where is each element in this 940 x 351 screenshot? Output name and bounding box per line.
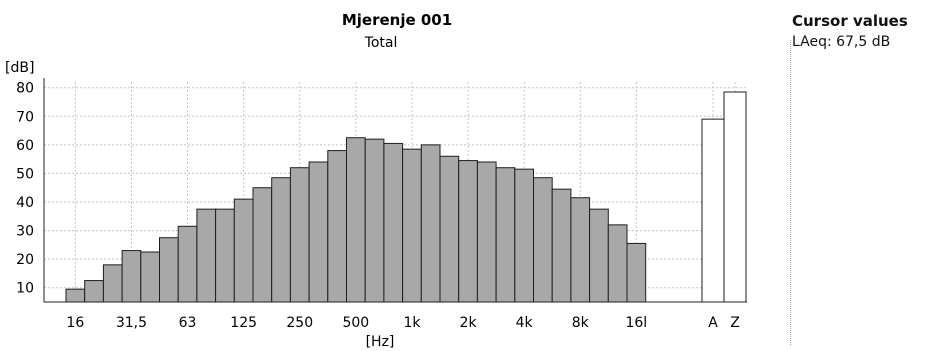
- x-tick-label: 16l: [625, 315, 647, 331]
- y-tick-label: 50: [16, 166, 34, 182]
- band-bar: [364, 138, 385, 303]
- x-tick-label: 2k: [460, 315, 478, 331]
- band-bar: [439, 155, 460, 303]
- y-tick-label: 10: [16, 281, 34, 297]
- x-tick-label: 125: [230, 315, 257, 331]
- band-bar: [402, 148, 422, 303]
- spectrum-chart: Mjerenje 001 Total [dB] [Hz] 10 20 30 40 50 6…: [5, 11, 747, 350]
- tick-labels: 10 20 30 40 50 60 70 80 A Z 16 31,5 63 125 250 500 1k 2k 4…: [16, 81, 740, 331]
- band-bar: [84, 280, 104, 303]
- band-bar: [215, 208, 235, 303]
- x-tick-label: 63: [179, 315, 197, 331]
- band-bar: [177, 225, 198, 303]
- x-tick-label: 500: [342, 315, 369, 331]
- bars: [65, 91, 747, 303]
- band-bar: [607, 224, 628, 303]
- band-bar: [420, 144, 441, 303]
- band-bar: [252, 187, 273, 303]
- x-tick-label: 250: [286, 315, 313, 331]
- x-tick-label: A: [708, 315, 718, 331]
- chart-title: Mjerenje 001: [342, 11, 452, 29]
- y-tick-label: 30: [16, 224, 34, 240]
- band-bar: [570, 197, 591, 303]
- x-tick-label: 31,5: [116, 315, 147, 331]
- total-bar: [701, 118, 725, 303]
- y-tick-label: 80: [16, 81, 34, 97]
- total-bar: [723, 91, 747, 303]
- band-bar: [533, 177, 553, 303]
- band-bar: [289, 167, 310, 303]
- y-tick-label: 40: [16, 195, 34, 211]
- band-bar: [140, 251, 161, 303]
- band-bar: [589, 208, 609, 303]
- y-tick-label: 60: [16, 138, 34, 154]
- y-tick-label: 70: [16, 109, 34, 125]
- band-bar: [327, 150, 347, 303]
- x-tick-label: 4k: [516, 315, 534, 331]
- band-bar: [495, 167, 516, 303]
- axes: [43, 78, 747, 303]
- band-bar: [121, 250, 142, 303]
- band-bar: [159, 237, 179, 303]
- y-axis-label: [dB]: [5, 60, 34, 76]
- x-tick-label: 8k: [572, 315, 590, 331]
- band-bar: [65, 288, 86, 303]
- cursor-laeq-value: LAeq: 67,5 dB: [792, 34, 891, 50]
- x-axis-label: [Hz]: [366, 334, 395, 350]
- y-tick-label: 20: [16, 252, 34, 268]
- band-bar: [196, 208, 217, 303]
- band-bar: [102, 264, 123, 303]
- band-bar: [514, 168, 534, 303]
- chart-subtitle: Total: [364, 35, 398, 51]
- panel-separator: [790, 40, 791, 345]
- cursor-values-title: Cursor values: [792, 12, 908, 30]
- band-bar: [271, 177, 291, 303]
- band-bar: [346, 137, 366, 303]
- x-tick-label: 16: [66, 315, 84, 331]
- x-tick-label: 1k: [403, 315, 421, 331]
- band-bar: [383, 142, 404, 303]
- band-bar: [476, 161, 497, 303]
- band-bar: [233, 198, 254, 303]
- band-bar: [626, 242, 647, 303]
- x-tick-label: Z: [730, 315, 740, 331]
- band-bar: [551, 188, 572, 303]
- band-bar: [308, 161, 329, 303]
- band-bar: [458, 160, 478, 303]
